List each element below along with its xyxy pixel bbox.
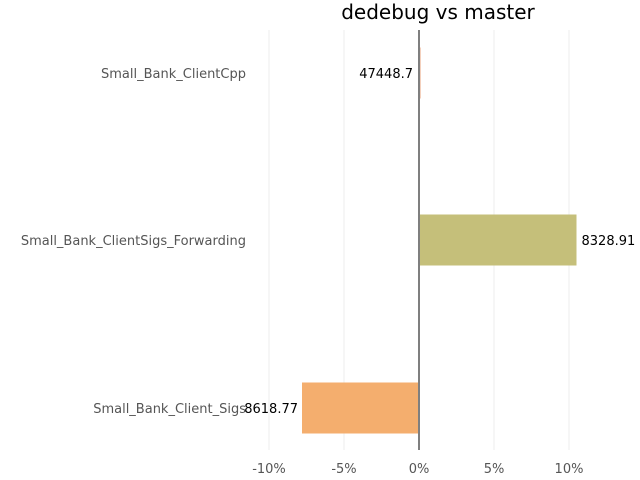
category-label: Small_Bank_Client_Sigs — [93, 402, 246, 417]
chart-title: dedebug vs master — [341, 0, 535, 24]
bar — [302, 382, 419, 434]
x-tick-label: -5% — [331, 462, 356, 477]
x-tick-label: 10% — [555, 462, 584, 477]
value-labels: 47448.7 8328.91 8618.77 — [244, 67, 635, 417]
category-label: Small_Bank_ClientCpp — [101, 67, 246, 82]
value-label: 47448.7 — [359, 67, 413, 82]
category-label: Small_Bank_ClientSigs_Forwarding — [21, 234, 246, 249]
x-tick-label: 0% — [409, 462, 430, 477]
x-tick-label: -10% — [252, 462, 286, 477]
bar — [419, 214, 577, 266]
value-label: 8328.91 — [582, 234, 636, 249]
x-tick-label: 5% — [484, 462, 505, 477]
value-label: 8618.77 — [244, 402, 298, 417]
x-axis-ticks: -10% -5% 0% 5% 10% — [252, 462, 583, 477]
y-axis-categories: Small_Bank_ClientCpp Small_Bank_ClientSig… — [21, 67, 246, 417]
bars — [302, 47, 577, 434]
